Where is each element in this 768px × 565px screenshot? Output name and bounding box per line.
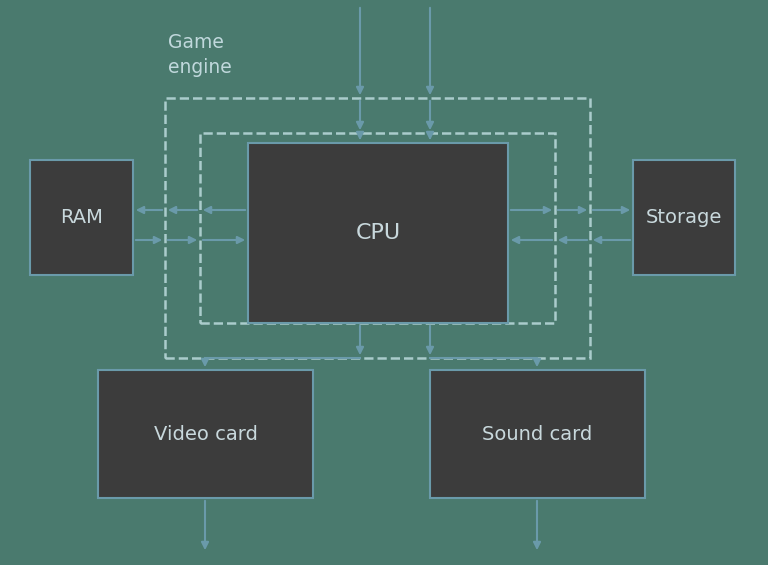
Bar	[30, 160, 133, 275]
Bar	[248, 143, 508, 323]
Text: Game
engine: Game engine	[168, 33, 232, 77]
Text: Storage: Storage	[646, 208, 722, 227]
Text: Sound card: Sound card	[482, 424, 593, 444]
Bar	[200, 133, 555, 323]
Text: CPU: CPU	[356, 223, 401, 243]
Text: Video card: Video card	[154, 424, 257, 444]
Bar	[98, 370, 313, 498]
Bar	[633, 160, 735, 275]
Text: RAM: RAM	[60, 208, 103, 227]
Bar	[430, 370, 645, 498]
Bar	[165, 98, 590, 358]
